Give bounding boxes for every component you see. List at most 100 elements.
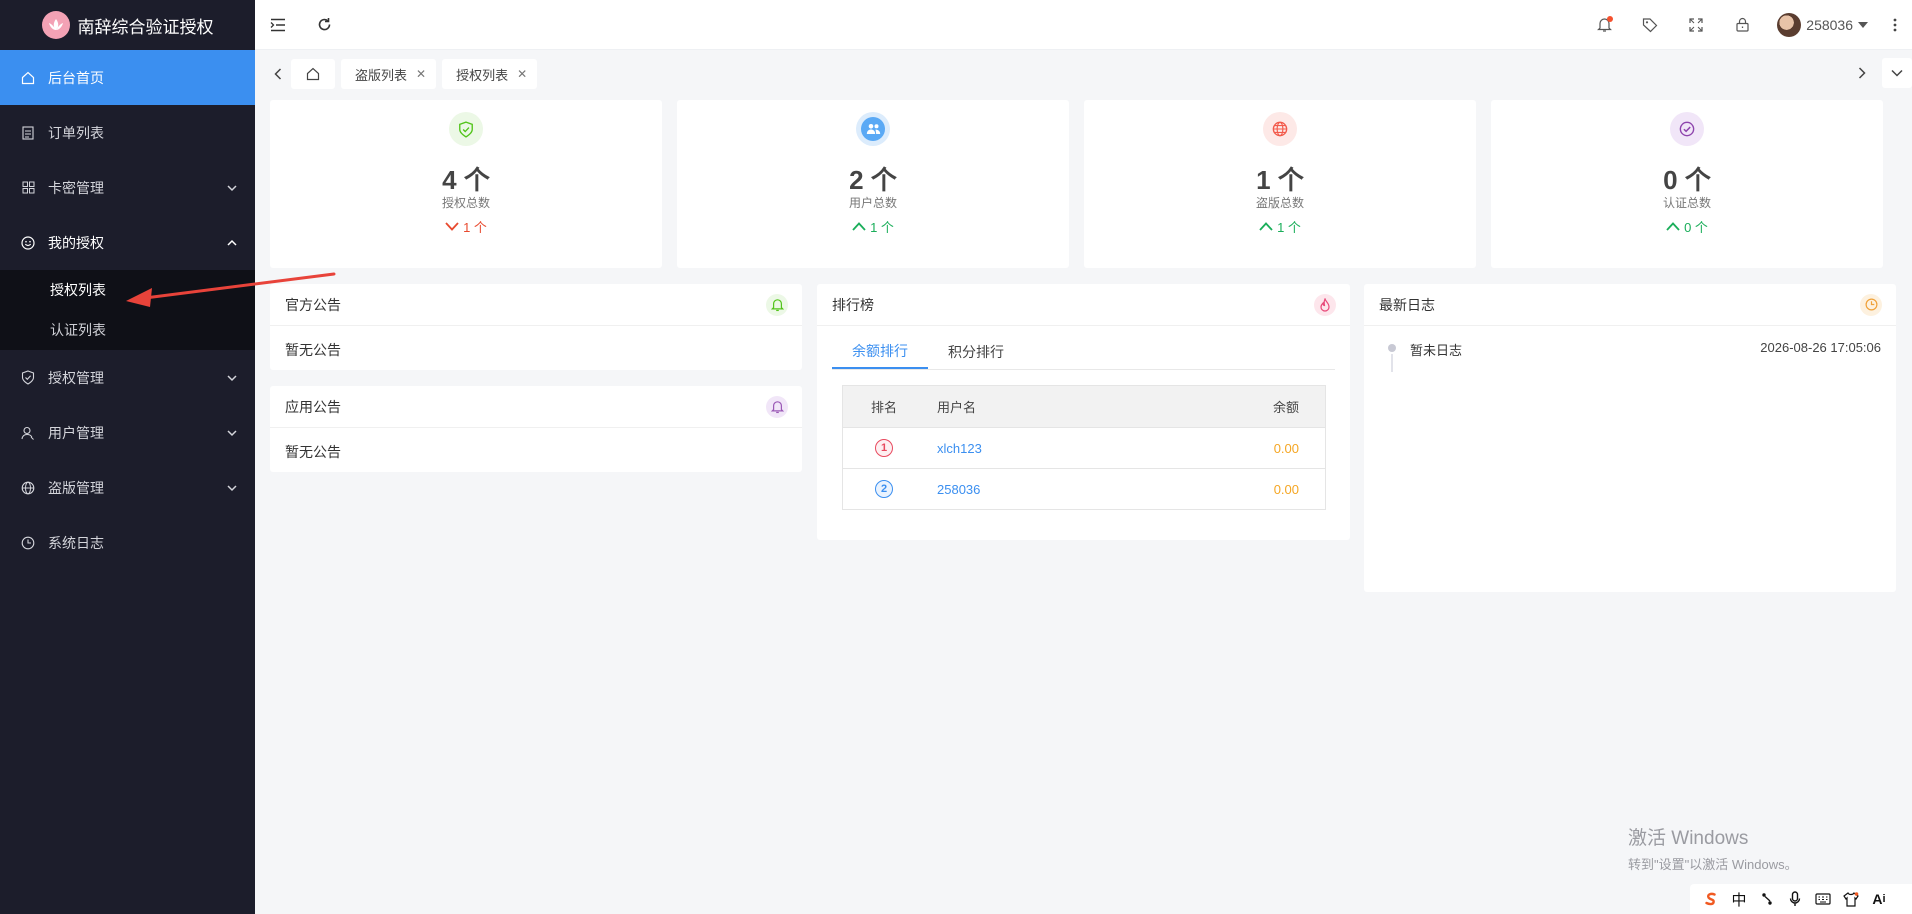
top-header: 258036 xyxy=(255,0,1912,50)
stat-value: 1 个 xyxy=(1256,165,1304,195)
sidebar-item-label: 用户管理 xyxy=(48,424,104,441)
clock-icon xyxy=(20,535,36,551)
stat-trend: 1 个 xyxy=(270,217,662,236)
shield-check-icon xyxy=(20,370,36,386)
sidebar-item-card-keys[interactable]: 卡密管理 xyxy=(0,160,255,215)
users-icon xyxy=(856,112,890,146)
sidebar-item-label: 授权管理 xyxy=(48,369,104,386)
ime-mode-indicator[interactable]: 中 xyxy=(1731,891,1747,909)
home-icon xyxy=(20,70,36,86)
user-menu[interactable]: 258036 xyxy=(1765,0,1878,50)
panel-title: 排行榜 xyxy=(832,296,874,313)
skin-icon[interactable] xyxy=(1840,888,1862,910)
sidebar-item-dashboard[interactable]: 后台首页 xyxy=(0,50,255,105)
sidebar-item-label: 订单列表 xyxy=(48,124,104,141)
keyboard-icon[interactable] xyxy=(1812,888,1834,910)
sidebar-item-label: 系统日志 xyxy=(48,534,104,551)
stat-trend-value: 1 个 xyxy=(870,220,894,235)
sidebar-item-user-manage[interactable]: 用户管理 xyxy=(0,405,255,460)
chevron-down-icon xyxy=(227,429,237,436)
globe-icon xyxy=(20,480,36,496)
menu-fold-icon xyxy=(270,18,285,31)
panel-body: 暂无公告 xyxy=(285,444,341,460)
username-link[interactable]: xlch123 xyxy=(937,440,982,456)
chevron-right-icon xyxy=(1858,67,1866,79)
panel-header: 应用公告 xyxy=(270,386,802,428)
ranking-tabs: 余额排行 积分排行 xyxy=(832,334,1335,370)
stat-label: 授权总数 xyxy=(441,196,490,210)
refresh-button[interactable] xyxy=(301,0,347,50)
more-button[interactable] xyxy=(1878,0,1912,50)
tag-icon xyxy=(1643,17,1658,32)
sidebar-item-orders[interactable]: 订单列表 xyxy=(0,105,255,160)
tab-points-ranking[interactable]: 积分排行 xyxy=(928,334,1024,369)
stat-label: 盗版总数 xyxy=(1255,196,1304,210)
stat-trend: 1 个 xyxy=(1084,217,1476,236)
watermark-line1: 激活 Windows xyxy=(1628,828,1749,849)
bell-icon xyxy=(1596,17,1612,32)
stat-trend-value: 0 个 xyxy=(1684,220,1708,235)
collapse-menu-button[interactable] xyxy=(255,0,301,50)
tab-label: 授权列表 xyxy=(456,67,509,83)
globe-icon xyxy=(1263,112,1297,146)
page-tabs-bar: 盗版列表 ✕ 授权列表 ✕ xyxy=(255,50,1912,98)
tab-home[interactable] xyxy=(291,59,335,89)
microphone-icon[interactable] xyxy=(1784,888,1806,910)
stat-card-cert-total: 0 个 认证总数 0 个 xyxy=(1491,100,1883,268)
caret-down-icon xyxy=(1858,21,1868,28)
chevron-down-icon xyxy=(227,374,237,381)
fullscreen-icon xyxy=(1689,17,1703,32)
sidebar-item-piracy-manage[interactable]: 盗版管理 xyxy=(0,460,255,515)
avatar xyxy=(1777,12,1802,37)
stat-value: 4 个 xyxy=(442,165,490,195)
rank-badge: 2 xyxy=(875,480,893,498)
more-vertical-icon xyxy=(1893,18,1897,31)
log-text: 暂未日志 xyxy=(1410,343,1463,358)
ranking-panel: 排行榜 余额排行 积分排行 排名 用户名 余额 1 xlch123 0.00 2… xyxy=(817,284,1350,540)
stat-trend: 1 个 xyxy=(677,217,1069,236)
panel-body: 暂无公告 xyxy=(285,342,341,358)
sogou-ime-icon[interactable] xyxy=(1700,888,1722,910)
tag-button[interactable] xyxy=(1627,0,1673,50)
brand-name: 南辞综合验证授权 xyxy=(77,17,214,37)
column-header: 余额 xyxy=(1272,400,1299,415)
tabs-menu-button[interactable] xyxy=(1882,58,1912,88)
fullscreen-button[interactable] xyxy=(1673,0,1719,50)
brand-logo[interactable]: 南辞综合验证授权 xyxy=(0,0,255,50)
latest-logs-panel: 最新日志 暂未日志 2026-08-26 17:05:06 xyxy=(1364,284,1896,592)
sidebar-item-label: 盗版管理 xyxy=(48,479,104,496)
tab-label: 盗版列表 xyxy=(355,67,408,83)
panel-header: 官方公告 xyxy=(270,284,802,326)
notification-button[interactable] xyxy=(1581,0,1627,50)
sidebar-item-auth-manage[interactable]: 授权管理 xyxy=(0,350,255,405)
lock-icon xyxy=(1736,17,1749,32)
close-icon[interactable]: ✕ xyxy=(416,67,427,81)
table-row: 1 xlch123 0.00 xyxy=(843,427,1325,468)
stat-value: 2 个 xyxy=(849,165,897,195)
sidebar-item-my-auth[interactable]: 我的授权 xyxy=(0,215,255,270)
panel-header: 最新日志 xyxy=(1364,284,1896,326)
tab-auth-list[interactable]: 授权列表 ✕ xyxy=(442,59,538,89)
rank-badge: 1 xyxy=(875,439,893,457)
close-icon[interactable]: ✕ xyxy=(517,67,528,81)
sidebar-subitem-cert-list[interactable]: 认证列表 xyxy=(0,310,255,350)
user-icon xyxy=(20,425,36,441)
tabs-scroll-left-button[interactable] xyxy=(265,59,291,89)
sidebar-subitem-auth-list[interactable]: 授权列表 xyxy=(0,270,255,310)
tabs-controls xyxy=(1852,58,1912,88)
stat-trend: 0 个 xyxy=(1491,217,1883,236)
tab-balance-ranking[interactable]: 余额排行 xyxy=(832,334,928,369)
punctuation-icon[interactable] xyxy=(1756,888,1778,910)
stat-trend-value: 1 个 xyxy=(1277,220,1301,235)
document-icon xyxy=(20,125,36,141)
stat-card-user-total: 2 个 用户总数 1 个 xyxy=(677,100,1069,268)
stat-value: 0 个 xyxy=(1663,165,1711,195)
notification-dot xyxy=(1607,15,1614,22)
sidebar-item-system-log[interactable]: 系统日志 xyxy=(0,515,255,570)
tab-piracy-list[interactable]: 盗版列表 ✕ xyxy=(341,59,437,89)
lock-screen-button[interactable] xyxy=(1719,0,1765,50)
tabs-scroll-right-button[interactable] xyxy=(1852,58,1872,88)
username-link[interactable]: 258036 xyxy=(937,481,981,497)
log-time: 2026-08-26 17:05:06 xyxy=(1760,340,1881,355)
